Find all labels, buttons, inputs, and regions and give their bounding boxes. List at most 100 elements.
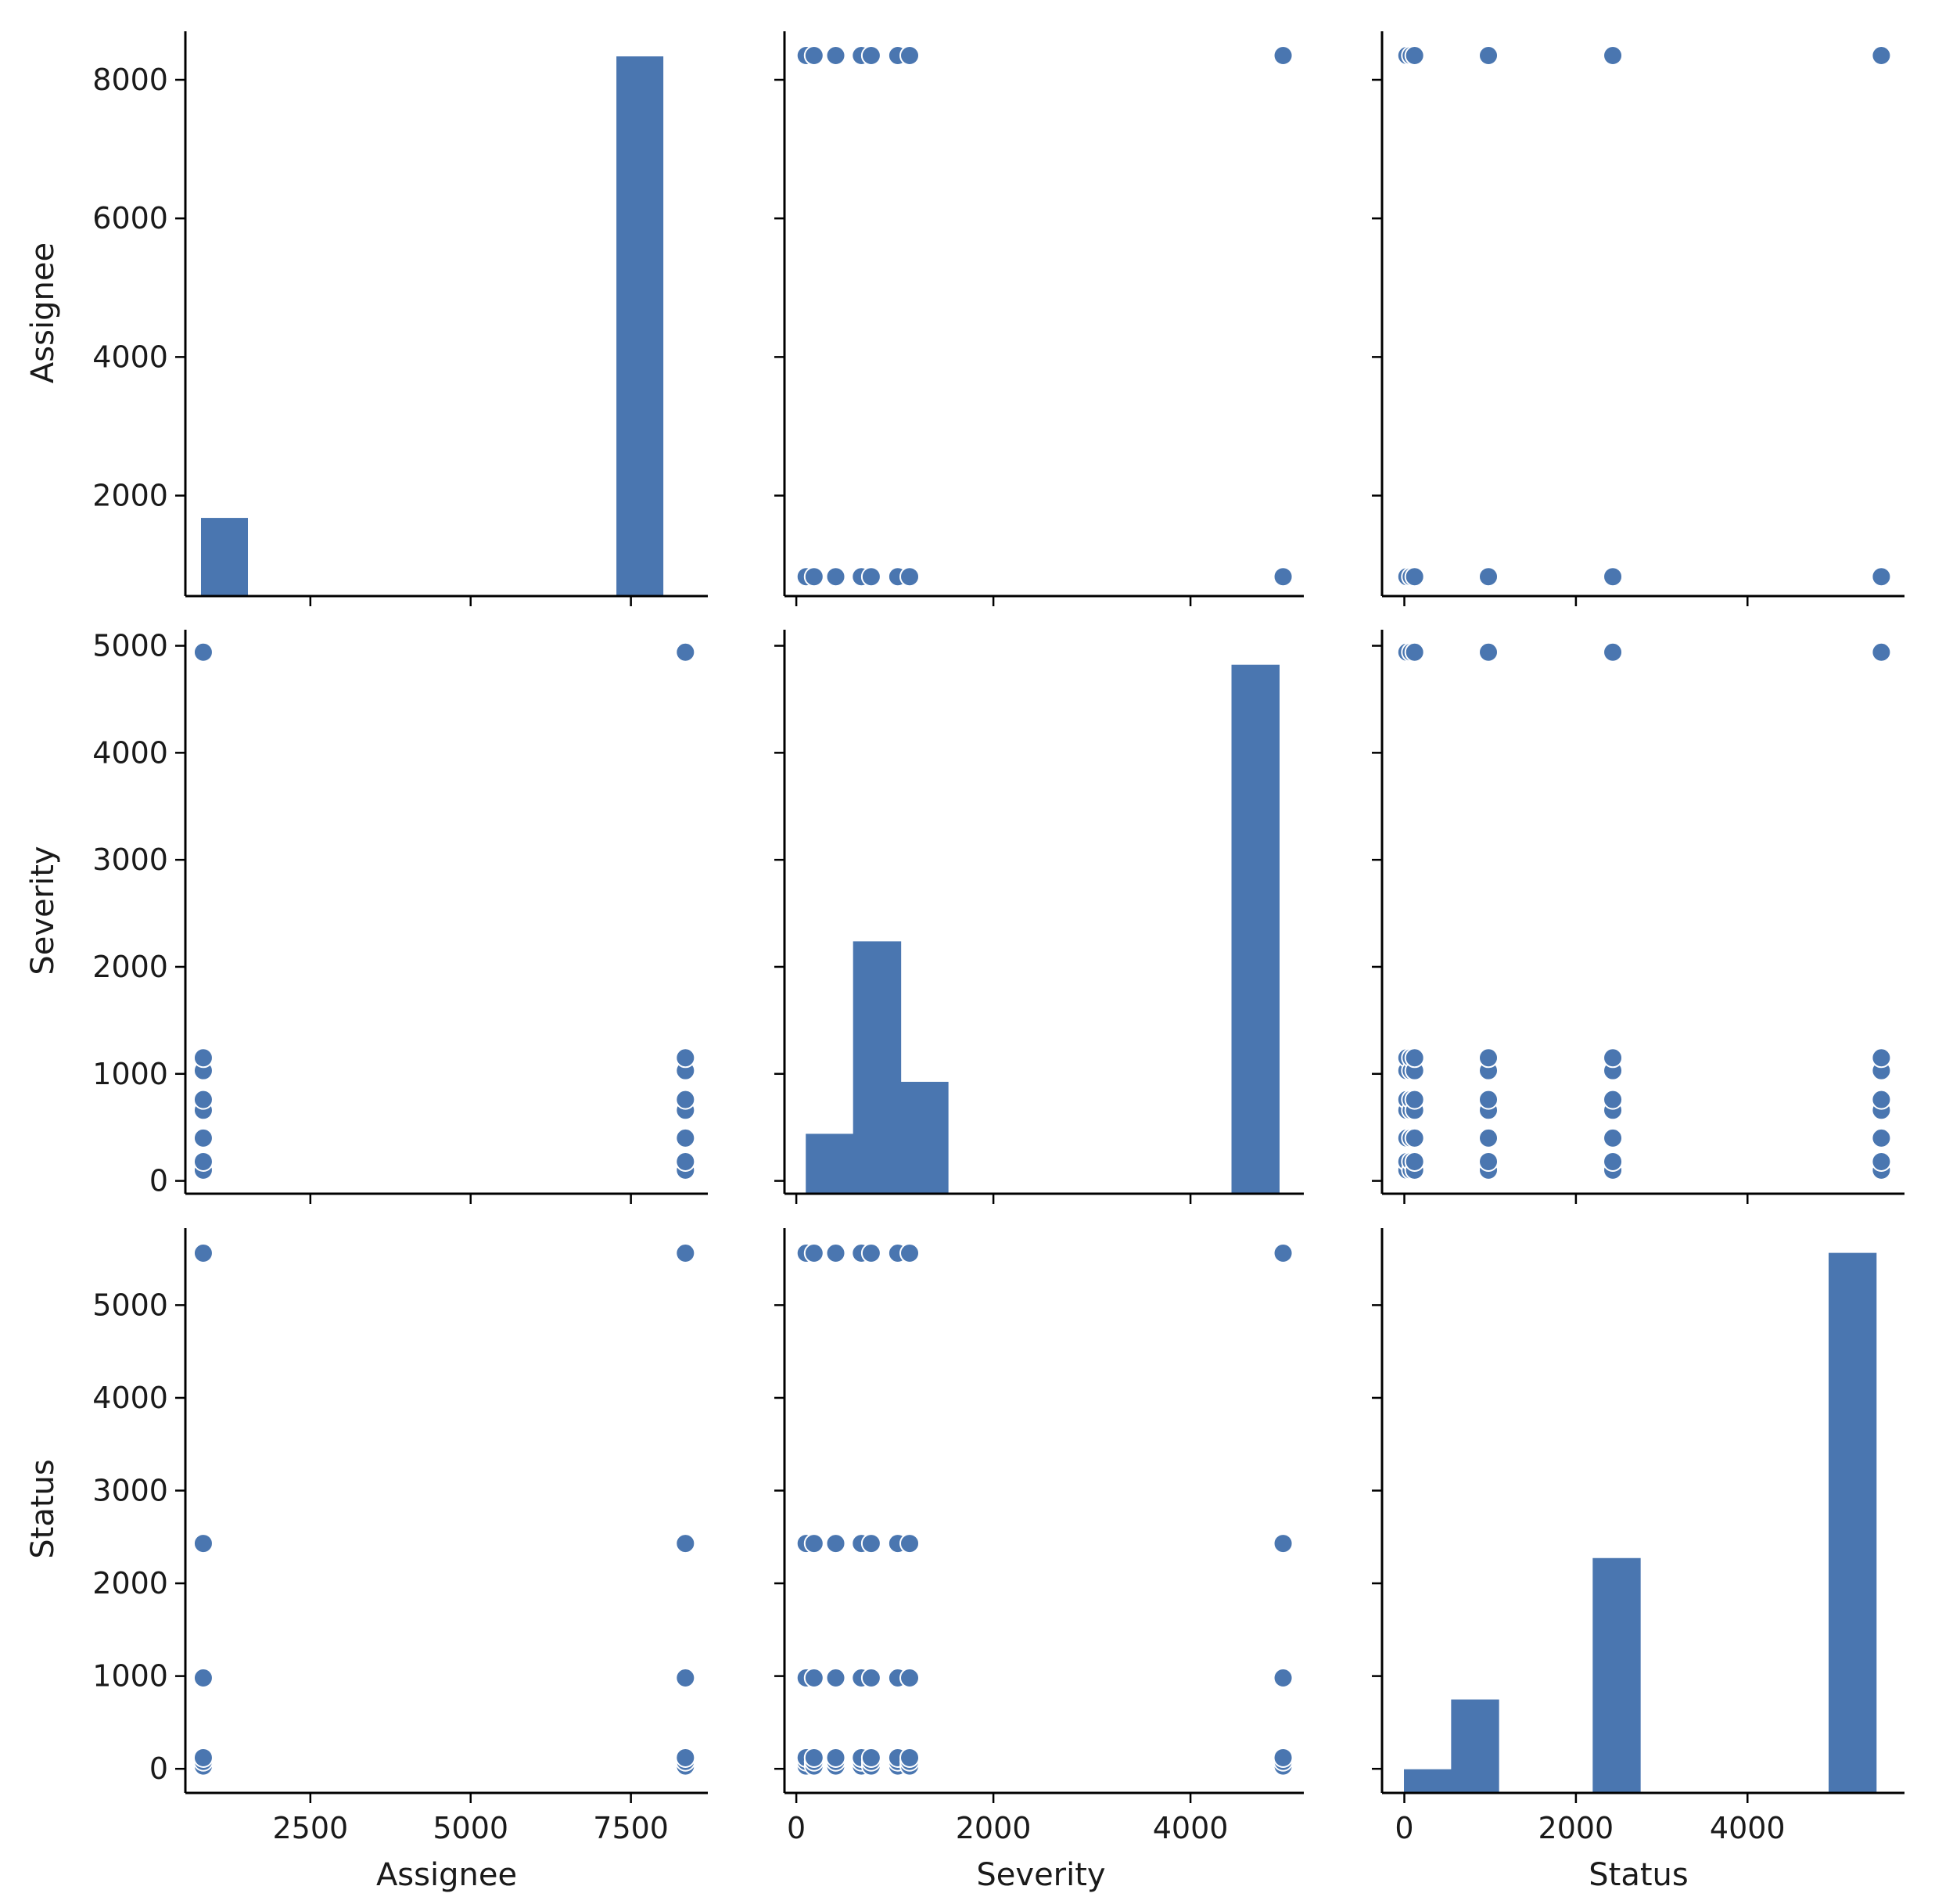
scatter-point-status-vs-severity-2-5 xyxy=(825,1243,846,1264)
y-tick-label-severity-4: 4000 xyxy=(92,735,168,770)
scatter-point-status-vs-assignee-1-4 xyxy=(675,1533,696,1554)
scatter-point-status-vs-severity-2-4 xyxy=(825,1533,846,1554)
scatter-point-status-vs-severity-1-2 xyxy=(803,1747,824,1768)
scatter-point-status-vs-severity-7-5 xyxy=(1273,1243,1294,1264)
scatter-point-assignee-vs-status-4-1 xyxy=(1603,45,1624,66)
scatter-point-severity-vs-assignee-0-6 xyxy=(192,1047,214,1069)
scatter-point-status-vs-assignee-1-5 xyxy=(675,1243,696,1264)
scatter-point-severity-vs-status-4-1 xyxy=(1603,1151,1624,1172)
scatter-point-assignee-vs-status-3-1 xyxy=(1478,45,1499,66)
scatter-point-status-vs-severity-6-2 xyxy=(899,1747,921,1768)
scatter-point-status-vs-severity-2-2 xyxy=(825,1747,846,1768)
y-tick-label-assignee-2: 6000 xyxy=(92,201,168,235)
y-tick-label-severity-1: 1000 xyxy=(92,1057,168,1091)
scatter-point-status-vs-severity-7-2 xyxy=(1273,1747,1294,1768)
hist-bar-status-1 xyxy=(1451,1699,1499,1794)
panel-assignee-vs-status xyxy=(1372,31,1904,606)
scatter-point-severity-vs-assignee-1-6 xyxy=(675,1047,696,1069)
scatter-point-status-vs-severity-2-3 xyxy=(825,1667,846,1688)
y-tick-label-status-3: 3000 xyxy=(92,1474,168,1508)
scatter-point-assignee-vs-status-4-0 xyxy=(1603,566,1624,587)
scatter-point-status-vs-severity-6-5 xyxy=(899,1243,921,1264)
scatter-point-severity-vs-status-5-2 xyxy=(1871,1127,1892,1148)
x-tick-label-assignee-0: 2500 xyxy=(272,1811,348,1845)
y-axis-label-assignee: Assignee xyxy=(25,242,61,383)
scatter-point-severity-vs-status-4-2 xyxy=(1603,1127,1624,1148)
panel-severity-vs-status xyxy=(1372,630,1904,1204)
scatter-point-status-vs-severity-7-3 xyxy=(1273,1667,1294,1688)
x-tick-label-status-2: 4000 xyxy=(1710,1811,1786,1845)
scatter-point-assignee-vs-severity-4-0 xyxy=(860,566,881,587)
scatter-point-severity-vs-status-5-4 xyxy=(1871,1089,1892,1110)
hist-bar-severity-0 xyxy=(806,1133,854,1194)
y-tick-label-status-2: 2000 xyxy=(92,1566,168,1600)
y-axis-label-severity: Severity xyxy=(25,846,61,975)
hist-bar-severity-2 xyxy=(900,1081,949,1194)
scatter-point-severity-vs-status-3-7 xyxy=(1478,641,1499,663)
scatter-point-status-vs-severity-1-4 xyxy=(803,1533,824,1554)
scatter-point-severity-vs-status-3-4 xyxy=(1478,1089,1499,1110)
scatter-point-severity-vs-status-2-1 xyxy=(1404,1151,1425,1172)
scatter-point-severity-vs-status-2-6 xyxy=(1404,1047,1425,1069)
scatter-point-severity-vs-status-2-7 xyxy=(1404,641,1425,663)
y-tick-label-status-5: 5000 xyxy=(92,1288,168,1322)
scatter-point-assignee-vs-severity-1-1 xyxy=(803,45,824,66)
y-tick-label-severity-5: 5000 xyxy=(92,629,168,663)
x-tick-label-status-0: 0 xyxy=(1395,1811,1413,1845)
panel-assignee-vs-severity xyxy=(774,31,1304,606)
scatter-point-severity-vs-status-5-7 xyxy=(1871,641,1892,663)
y-tick-label-severity-0: 0 xyxy=(149,1164,168,1198)
y-tick-label-assignee-0: 2000 xyxy=(92,479,168,513)
scatter-point-status-vs-assignee-0-4 xyxy=(192,1533,214,1554)
y-tick-label-status-0: 0 xyxy=(149,1751,168,1786)
scatter-point-severity-vs-assignee-0-7 xyxy=(192,641,214,663)
scatter-point-severity-vs-status-3-2 xyxy=(1478,1127,1499,1148)
scatter-point-severity-vs-assignee-0-2 xyxy=(192,1127,214,1148)
x-tick-label-severity-2: 4000 xyxy=(1153,1811,1229,1845)
y-tick-label-status-4: 4000 xyxy=(92,1381,168,1415)
scatter-point-status-vs-assignee-1-3 xyxy=(675,1667,696,1688)
scatter-point-status-vs-severity-4-2 xyxy=(860,1747,881,1768)
hist-bar-status-0 xyxy=(1404,1769,1452,1794)
hist-bar-severity-1 xyxy=(853,941,902,1194)
scatter-point-status-vs-severity-6-4 xyxy=(899,1533,921,1554)
y-tick-label-assignee-1: 4000 xyxy=(92,339,168,374)
panel-status-vs-severity: 0 2000 4000 xyxy=(774,1228,1304,1845)
scatter-point-severity-vs-status-4-6 xyxy=(1603,1047,1624,1069)
scatter-point-assignee-vs-severity-2-0 xyxy=(825,566,846,587)
panel-status-vs-status: 0 2000 4000 xyxy=(1372,1228,1904,1845)
scatter-point-severity-vs-status-5-1 xyxy=(1871,1151,1892,1172)
scatter-point-status-vs-severity-1-3 xyxy=(803,1667,824,1688)
scatter-point-severity-vs-status-5-6 xyxy=(1871,1047,1892,1069)
scatter-point-assignee-vs-severity-2-1 xyxy=(825,45,846,66)
scatter-point-status-vs-assignee-0-5 xyxy=(192,1243,214,1264)
scatter-point-assignee-vs-severity-6-1 xyxy=(899,45,921,66)
scatter-point-severity-vs-status-2-2 xyxy=(1404,1127,1425,1148)
scatter-point-severity-vs-status-4-7 xyxy=(1603,641,1624,663)
hist-bar-severity-9 xyxy=(1231,664,1280,1194)
x-tick-label-severity-0: 0 xyxy=(787,1811,806,1845)
x-tick-label-status-1: 2000 xyxy=(1538,1811,1614,1845)
panel-severity-vs-assignee: 0 1000 2000 3000 4000 5000 xyxy=(92,629,708,1204)
scatter-point-status-vs-severity-7-4 xyxy=(1273,1533,1294,1554)
hist-bar-assignee-0 xyxy=(200,518,249,597)
scatter-point-severity-vs-assignee-0-1 xyxy=(192,1151,214,1172)
scatter-point-assignee-vs-severity-1-0 xyxy=(803,566,824,587)
scatter-point-status-vs-severity-4-4 xyxy=(860,1533,881,1554)
scatter-point-assignee-vs-status-5-1 xyxy=(1871,45,1892,66)
scatter-point-severity-vs-status-3-6 xyxy=(1478,1047,1499,1069)
y-tick-label-status-1: 1000 xyxy=(92,1659,168,1694)
hist-bar-assignee-9 xyxy=(616,56,664,597)
scatter-point-assignee-vs-status-2-0 xyxy=(1404,566,1425,587)
pairplot-panels: 2000 4000 6000 8000 0 1000 2000 3000 4000 5000 0 10… xyxy=(92,31,1904,1845)
scatter-point-assignee-vs-severity-6-0 xyxy=(899,566,921,587)
panel-severity-vs-severity xyxy=(774,630,1304,1204)
scatter-point-assignee-vs-status-5-0 xyxy=(1871,566,1892,587)
scatter-point-severity-vs-assignee-1-4 xyxy=(675,1089,696,1110)
scatter-point-severity-vs-status-4-4 xyxy=(1603,1089,1624,1110)
scatter-point-severity-vs-assignee-0-4 xyxy=(192,1089,214,1110)
y-tick-label-assignee-3: 8000 xyxy=(92,63,168,97)
y-tick-label-severity-3: 3000 xyxy=(92,842,168,877)
x-axis-label-assignee: Assignee xyxy=(376,1857,517,1893)
